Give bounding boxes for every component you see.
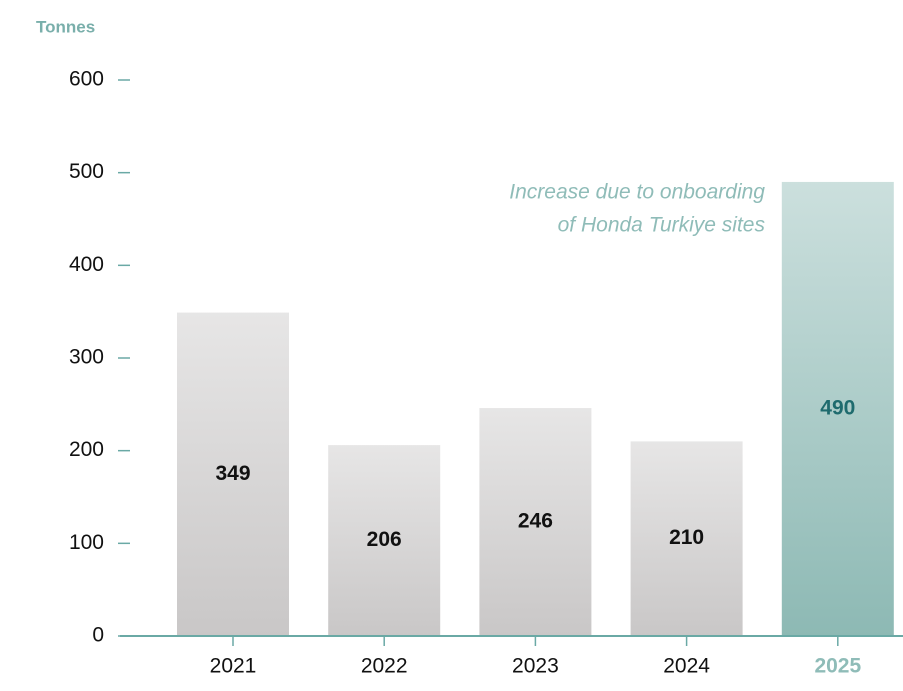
data-label: 349 bbox=[215, 462, 250, 485]
y-axis-label: Tonnes bbox=[36, 17, 95, 36]
data-label: 490 bbox=[820, 397, 855, 420]
y-tick-label: 600 bbox=[69, 68, 104, 91]
bar bbox=[177, 312, 289, 636]
y-tick-label: 300 bbox=[69, 346, 104, 369]
x-tick-label: 2023 bbox=[512, 655, 559, 678]
bar bbox=[328, 445, 441, 636]
data-label: 246 bbox=[518, 510, 553, 533]
data-label: 210 bbox=[669, 526, 704, 549]
y-tick-label: 500 bbox=[69, 160, 104, 183]
y-tick-label: 100 bbox=[69, 531, 104, 554]
annotation: Increase due to onboarding bbox=[509, 181, 765, 204]
y-tick-label: 0 bbox=[92, 624, 104, 647]
x-tick-label: 2021 bbox=[210, 655, 257, 678]
x-tick-label: 2025 bbox=[814, 655, 861, 678]
x-tick-label: 2024 bbox=[663, 655, 710, 678]
bar bbox=[479, 408, 592, 636]
y-tick-label: 400 bbox=[69, 253, 104, 276]
y-tick-label: 200 bbox=[69, 438, 104, 461]
x-tick-label: 2022 bbox=[361, 655, 408, 678]
data-label: 206 bbox=[367, 528, 402, 551]
bar bbox=[781, 181, 894, 636]
annotation: of Honda Turkiye sites bbox=[558, 214, 766, 237]
bar bbox=[630, 441, 743, 636]
